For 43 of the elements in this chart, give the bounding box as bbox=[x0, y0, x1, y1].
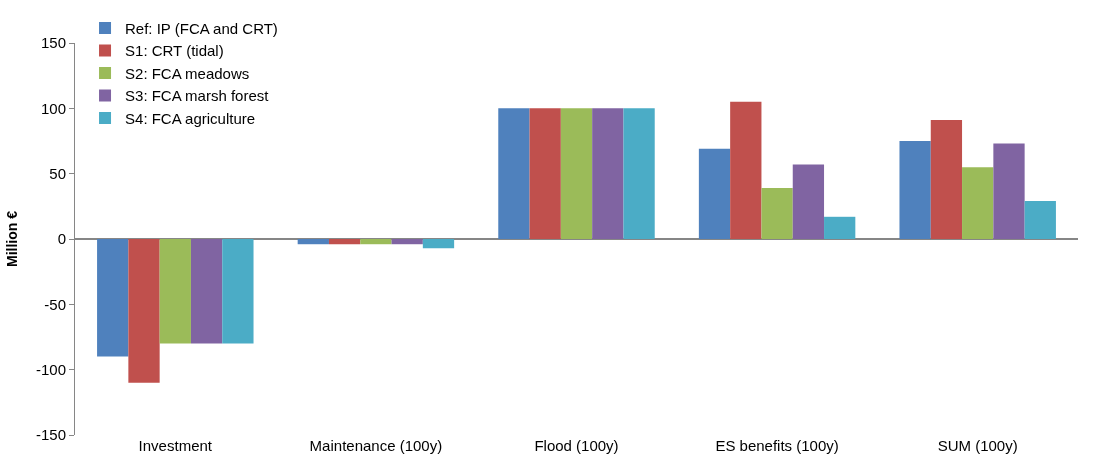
bar bbox=[623, 108, 655, 239]
legend-label: S1: CRT (tidal) bbox=[125, 42, 224, 60]
bar bbox=[422, 239, 455, 249]
legend-label: S2: FCA meadows bbox=[125, 64, 250, 82]
bar bbox=[899, 141, 931, 239]
bar bbox=[1024, 201, 1056, 239]
y-tick-label: -100 bbox=[35, 360, 66, 378]
y-tick-label: -150 bbox=[35, 426, 66, 444]
bar bbox=[730, 101, 762, 239]
bar bbox=[222, 239, 254, 344]
x-tick-label: Maintenance (100y) bbox=[309, 437, 443, 454]
x-tick-label: Flood (100y) bbox=[534, 437, 619, 454]
bar bbox=[962, 167, 994, 239]
bar bbox=[698, 148, 731, 239]
bar bbox=[128, 239, 160, 383]
legend-label: S3: FCA marsh forest bbox=[125, 87, 270, 105]
y-tick-label: 50 bbox=[49, 164, 66, 182]
legend-label: S4: FCA agriculture bbox=[125, 109, 256, 127]
bar bbox=[159, 239, 191, 344]
bar bbox=[297, 239, 329, 245]
bar bbox=[328, 239, 361, 245]
bar bbox=[592, 108, 624, 239]
bar bbox=[391, 239, 423, 245]
bar bbox=[930, 120, 963, 239]
legend-label: Ref: IP (FCA and CRT) bbox=[125, 19, 278, 37]
x-tick-label: Investment bbox=[138, 437, 213, 454]
bar bbox=[792, 164, 825, 239]
bar bbox=[360, 239, 392, 245]
bar bbox=[529, 108, 561, 239]
y-tick-label: 150 bbox=[40, 34, 66, 52]
bar bbox=[993, 143, 1025, 239]
x-tick-label: ES benefits (100y) bbox=[715, 437, 839, 454]
bar bbox=[97, 239, 129, 357]
x-tick-label: SUM (100y) bbox=[937, 437, 1018, 454]
y-tick-label: 0 bbox=[57, 230, 66, 248]
y-axis-title: Million € bbox=[3, 210, 20, 267]
bar bbox=[190, 239, 223, 344]
bar bbox=[498, 108, 530, 239]
bar bbox=[560, 108, 593, 239]
bar bbox=[824, 216, 856, 239]
bar bbox=[761, 188, 793, 239]
y-tick-label: 100 bbox=[40, 99, 66, 117]
y-tick-label: -50 bbox=[44, 295, 66, 313]
